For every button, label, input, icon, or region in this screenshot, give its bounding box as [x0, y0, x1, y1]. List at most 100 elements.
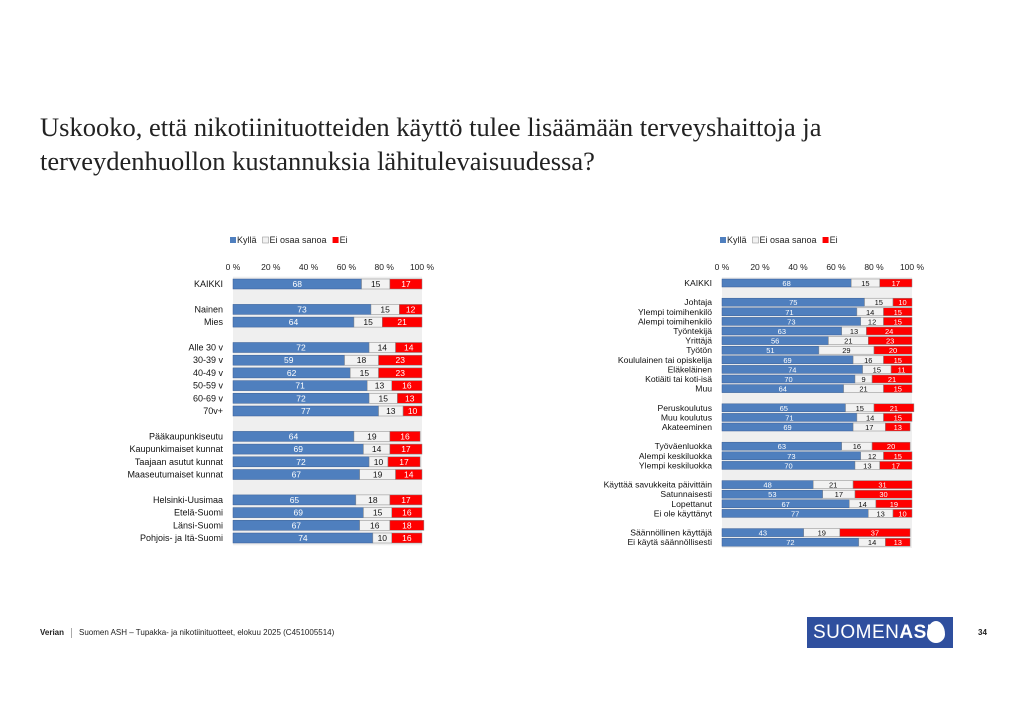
bar-ei [395, 342, 423, 353]
category-label: Nainen [194, 304, 223, 314]
bar-ei [391, 380, 423, 391]
data-label: 14 [372, 444, 382, 454]
data-label: 15 [873, 365, 881, 374]
bar-ei [883, 384, 913, 393]
category-label: Koululainen tai opiskelija [618, 355, 712, 365]
data-label: 64 [289, 317, 299, 327]
category-label: Maaseutumaiset kunnat [127, 470, 223, 480]
category-label: KAIKKI [194, 279, 223, 289]
data-label: 18 [368, 495, 378, 505]
category-label: Taajaan asutut kunnat [135, 457, 224, 467]
data-label: 13 [386, 406, 396, 416]
bar-ei [389, 278, 423, 290]
data-label: 23 [396, 355, 406, 365]
data-label: 51 [766, 346, 774, 355]
bar-ei [391, 507, 423, 518]
data-label: 63 [778, 442, 786, 451]
data-label: 17 [401, 495, 411, 505]
data-label: 48 [763, 481, 771, 490]
bar-ei [873, 345, 913, 355]
data-label: 16 [864, 356, 872, 365]
category-label: KAIKKI [684, 278, 712, 288]
bar-ei [883, 307, 913, 317]
bar-ei [892, 509, 913, 518]
category-label: 30-39 v [193, 355, 224, 365]
data-label: 72 [786, 538, 794, 547]
bar-ei [892, 297, 913, 307]
data-label: 18 [357, 355, 367, 365]
bar-ei [866, 326, 913, 336]
data-label: 21 [890, 404, 898, 413]
bar-ei [389, 431, 421, 442]
legend-swatch [752, 236, 759, 244]
data-label: 67 [781, 500, 789, 509]
data-label: 56 [771, 337, 779, 346]
suomen-ash-logo: SUOMENASH [807, 617, 953, 648]
x-tick-label: 0 % [715, 262, 730, 272]
category-label: Ylempi toimihenkilö [638, 307, 712, 317]
data-label: 69 [293, 444, 303, 454]
data-label: 73 [787, 317, 795, 326]
data-label: 16 [402, 508, 412, 518]
bar-ei [875, 499, 913, 509]
bar-ei [883, 451, 913, 461]
data-label: 14 [404, 343, 414, 353]
data-label: 17 [835, 490, 843, 499]
data-label: 16 [402, 381, 412, 391]
x-tick-label: 40 % [299, 262, 319, 272]
data-label: 30 [879, 490, 887, 499]
category-label: Lopettanut [671, 499, 712, 509]
data-label: 18 [402, 520, 412, 530]
data-label: 75 [789, 298, 797, 307]
data-label: 9 [861, 375, 865, 384]
bar-ei [399, 304, 423, 315]
bar-ei [378, 367, 423, 379]
bar-ei [885, 422, 911, 432]
data-label: 14 [378, 343, 388, 353]
data-label: 13 [405, 393, 415, 403]
data-label: 10 [378, 533, 388, 543]
data-label: 24 [885, 327, 893, 336]
bar-ei [391, 532, 423, 544]
category-label: Ylempi keskiluokka [639, 460, 712, 470]
data-label: 12 [868, 452, 876, 461]
data-label: 53 [768, 490, 776, 499]
x-tick-label: 100 % [410, 262, 435, 272]
x-tick-label: 40 % [788, 262, 808, 272]
category-label: Satunnaisesti [660, 489, 712, 499]
data-label: 15 [861, 279, 869, 288]
category-label: Eläkeläinen [668, 364, 713, 374]
bar-ei [873, 403, 915, 413]
category-label: Pääkaupunkiseutu [149, 431, 223, 441]
data-label: 14 [866, 308, 874, 317]
data-label: 19 [818, 529, 826, 538]
data-label: 19 [367, 431, 377, 441]
data-label: 17 [399, 457, 409, 467]
data-label: 17 [892, 461, 900, 470]
data-label: 13 [894, 423, 902, 432]
data-label: 62 [287, 368, 297, 378]
x-tick-label: 60 % [826, 262, 846, 272]
category-label: Johtaja [684, 297, 712, 307]
data-label: 19 [890, 500, 898, 509]
category-label: Muu [695, 384, 712, 394]
data-label: 15 [379, 393, 389, 403]
bar-ei [378, 354, 423, 366]
category-label: Yrittäjä [685, 336, 712, 346]
page-title: Uskooko, että nikotiinituotteiden käyttö… [40, 112, 822, 176]
data-label: 64 [289, 431, 299, 441]
data-label: 11 [898, 365, 906, 374]
footer-text: Suomen ASH – Tupakka- ja nikotiinituotte… [79, 628, 335, 638]
bar-ei [397, 393, 423, 404]
bar-ei [871, 441, 911, 451]
category-label: Työtön [686, 345, 712, 355]
category-label: Mies [204, 317, 224, 327]
category-label: 40-49 v [193, 368, 224, 378]
data-label: 15 [380, 304, 390, 314]
data-label: 12 [406, 304, 416, 314]
bar-ei [839, 528, 911, 537]
data-label: 13 [894, 538, 902, 547]
x-tick-label: 100 % [900, 262, 925, 272]
data-label: 21 [859, 385, 867, 394]
